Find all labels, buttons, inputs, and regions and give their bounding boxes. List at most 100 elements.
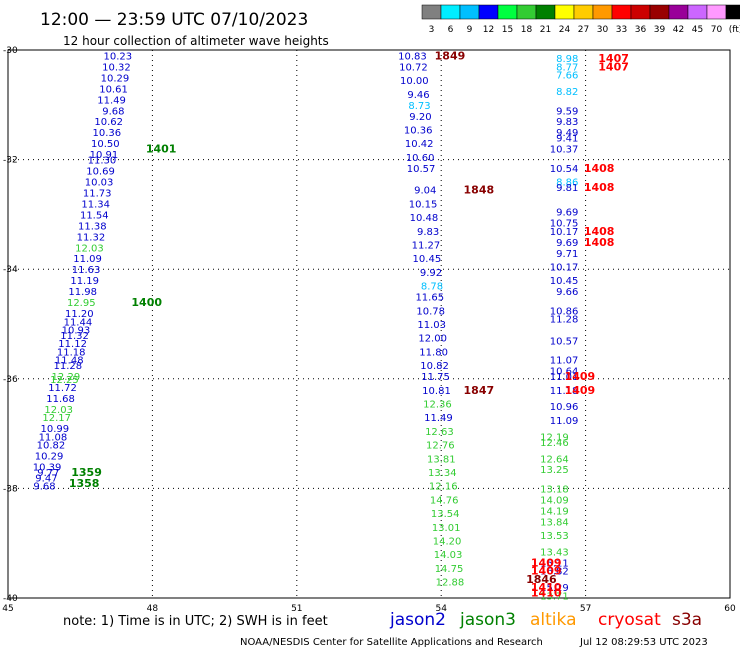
time-label: 1409	[565, 370, 596, 383]
swh-label: 9.59	[556, 106, 578, 117]
colorbar-label: 12	[483, 25, 494, 35]
swh-label: 12.46	[540, 438, 569, 449]
x-tick-label: 45	[2, 604, 13, 614]
swh-label: 11.68	[46, 394, 75, 405]
y-tick-label: -36	[3, 375, 18, 385]
swh-label: 10.23	[104, 51, 133, 62]
swh-label: 10.72	[399, 62, 428, 73]
time-label: 1410	[531, 581, 562, 594]
swh-label: 12.63	[425, 427, 454, 438]
time-label: 1400	[131, 296, 162, 309]
swh-label: 12.00	[418, 334, 447, 345]
swh-label: 8.78	[421, 282, 443, 293]
time-label: 1846	[526, 573, 557, 586]
swh-label: 10.86	[550, 306, 579, 317]
swh-label: 12.76	[426, 441, 455, 452]
colorbar-label: 36	[635, 25, 647, 35]
swh-label: 10.17	[550, 262, 579, 273]
colorbar-swatch	[725, 4, 740, 20]
chart-subtitle: 12 hour collection of altimeter wave hei…	[63, 34, 329, 48]
legend: jason2 jason3 altika cryosat s3a	[389, 610, 702, 630]
swh-label: 11.63	[72, 265, 101, 276]
time-label: 1408	[584, 181, 615, 194]
swh-label: 9.47	[35, 473, 57, 484]
swh-label: 11.38	[78, 221, 107, 232]
swh-label: 13.25	[540, 465, 569, 476]
swh-label: 9.68	[33, 482, 55, 493]
swh-label: 11.27	[412, 241, 441, 252]
timestamp-text: Jul 12 08:29:53 UTC 2023	[579, 637, 708, 648]
colorbar-label: 15	[502, 25, 513, 35]
swh-label: 11.75	[421, 372, 450, 383]
colorbar-swatch	[649, 4, 670, 20]
swh-label: 11.48	[55, 356, 84, 367]
swh-label: 10.45	[550, 276, 579, 287]
swh-label: 11.54	[80, 210, 109, 221]
colorbar-label: 18	[521, 25, 533, 35]
time-label: 1849	[435, 49, 466, 62]
swh-label: 8.98	[556, 54, 578, 65]
swh-label: 8.77	[556, 62, 578, 73]
y-tick-label: -40	[3, 594, 18, 604]
swh-label: 11.19	[70, 276, 99, 287]
swh-label: 10.48	[410, 213, 439, 224]
swh-label: 9.92	[420, 268, 442, 279]
y-tick-label: -32	[3, 156, 18, 166]
swh-label: 12.17	[42, 413, 71, 424]
swh-label: 10.83	[398, 51, 427, 62]
time-label: 1410	[531, 587, 562, 600]
swh-label: 10.54	[550, 164, 579, 175]
swh-label: 13.43	[540, 547, 569, 558]
swh-label: 9.41	[556, 134, 578, 145]
time-label: 1847	[464, 384, 495, 397]
swh-label: 9.68	[102, 106, 124, 117]
swh-label: 10.69	[86, 167, 115, 178]
swh-label: 8.86	[556, 178, 578, 189]
swh-label: 13.84	[540, 517, 569, 528]
swh-label: 9.77	[37, 468, 59, 479]
colorbar-swatch	[535, 4, 556, 20]
swh-label: 13.71	[540, 591, 569, 602]
colorbar-label: 42	[673, 25, 684, 35]
swh-label: 10.96	[550, 402, 579, 413]
colorbar-swatch	[573, 4, 594, 20]
colorbar-label: 33	[616, 25, 627, 35]
swh-label: 11.80	[419, 347, 448, 358]
swh-label: 10.36	[404, 125, 433, 136]
swh-label: 12.03	[44, 405, 73, 416]
colorbar-label: (ft)	[729, 25, 740, 35]
y-tick-label: -34	[3, 265, 18, 275]
swh-label: 12.25	[50, 375, 79, 386]
swh-label: 10.03	[85, 178, 114, 189]
swh-label: 12.36	[423, 399, 452, 410]
x-tick-label: 51	[291, 604, 302, 614]
swh-label: 10.50	[91, 139, 120, 150]
time-label: 1409	[531, 556, 562, 569]
swh-label: 10.29	[35, 452, 64, 463]
colorbar-swatch	[611, 4, 632, 20]
swh-label: 10.29	[101, 73, 130, 84]
swh-label: 10.32	[102, 62, 131, 73]
colorbar-swatch	[497, 4, 518, 20]
colorbar-swatch	[687, 4, 708, 20]
colorbar-label: 30	[597, 25, 609, 35]
swh-label: 12.88	[436, 578, 465, 589]
swh-label: 16.82	[540, 567, 569, 578]
colorbar-label: 6	[448, 25, 454, 35]
swh-label: 11.01	[550, 372, 579, 383]
swh-label: 13.34	[428, 468, 457, 479]
colorbar-swatch	[630, 4, 651, 20]
time-label: 1408	[584, 236, 615, 249]
swh-label: 10.36	[92, 128, 121, 139]
x-tick-label: 60	[724, 604, 736, 614]
time-label: 1409	[565, 384, 596, 397]
swh-label: 10.45	[413, 254, 442, 265]
colorbar-label: 24	[559, 25, 571, 35]
legend-item: jason3	[459, 610, 516, 630]
swh-label: 13.53	[540, 531, 569, 542]
time-label: 1359	[71, 466, 102, 479]
y-tick-label: -30	[3, 46, 18, 56]
credit-text: NOAA/NESDIS Center for Satellite Applica…	[240, 637, 543, 648]
